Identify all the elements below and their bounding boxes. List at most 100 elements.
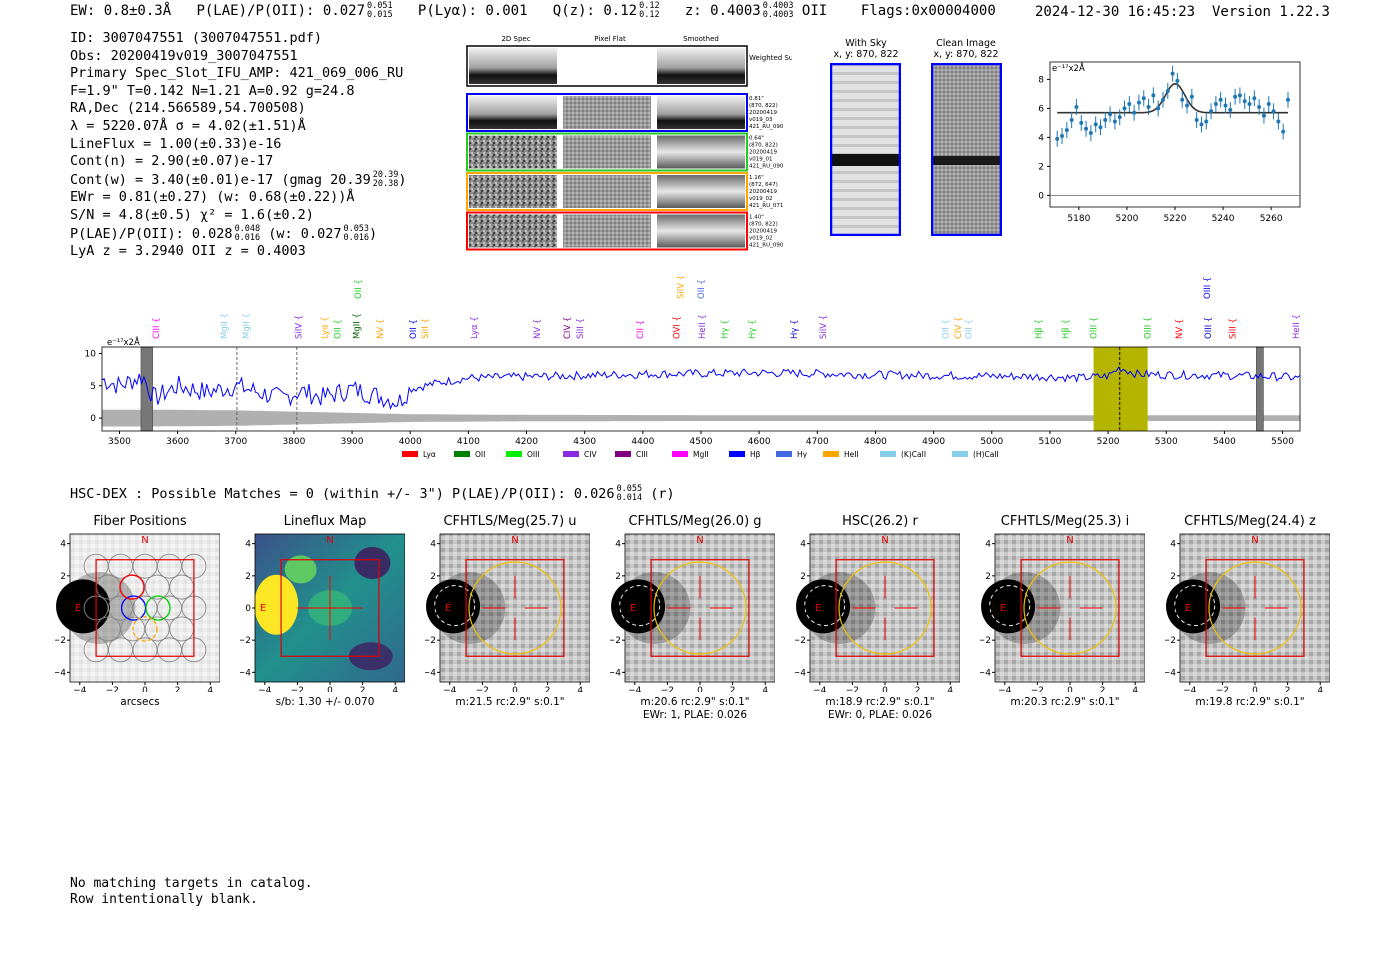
imaging-panel-img: N E −4 4 −2 2 0 0 2 −2 4 −4: [795, 533, 960, 692]
zoom-point: [1112, 119, 1117, 124]
spectrum-xtick-label: 4900: [922, 437, 945, 447]
spectrum-xtick-label: 5400: [1213, 437, 1236, 447]
cutout-right-value: 20200419: [749, 150, 777, 156]
north-label: N: [326, 535, 333, 546]
zoom-point: [1223, 103, 1228, 108]
spectrum-line-marker: OIII {: [1203, 277, 1213, 299]
hsc-summary-hi: 0.055: [616, 484, 643, 494]
cutout-right-value: (872, 647): [749, 182, 778, 188]
header-bar: EW: 0.8±0.3Å P(LAE)/P(OII): 0.027 0.051 0.…: [70, 2, 996, 20]
col-2d-spec: 2D Spec: [501, 35, 530, 43]
zoom-point: [1247, 102, 1252, 107]
spectrum-xtick-label: 5300: [1155, 437, 1178, 447]
with-sky-image: [830, 63, 901, 236]
zoom-point: [1141, 96, 1146, 101]
info-lya-z: LyA z = 3.2940 OII z = 0.4003: [70, 243, 306, 260]
north-label: N: [511, 535, 518, 546]
spectrum-xtick-label: 4800: [864, 437, 887, 447]
info-params: F=1.9" T=0.142 N=1.21 A=0.92 g=24.8: [70, 82, 355, 99]
spectrum-line-marker: CIII {: [152, 317, 162, 339]
east-label: E: [75, 603, 81, 614]
zoom-point: [1079, 120, 1084, 125]
header-plae-hi: 0.051: [367, 1, 393, 11]
imaging-panel-title: CFHTLS/Meg(25.3) i: [1000, 514, 1130, 529]
imaging-xtick-label: 2: [730, 686, 736, 692]
imaging-panel-img: N E −4 4 −2 2 0 0 2 −2 4 −4: [980, 533, 1145, 692]
spectrum-line-marker: Hβ {: [1062, 319, 1072, 339]
cutout-right-value: (870, 822): [749, 143, 778, 149]
spectrum-xtick-label: 3800: [282, 437, 305, 447]
spectrum-line-marker: SiIV {: [677, 275, 687, 299]
zoom-point: [1228, 107, 1233, 112]
zoom-point: [1127, 102, 1132, 107]
zoom-point: [1218, 97, 1223, 102]
imaging-xtick-label: 2: [360, 686, 366, 692]
imaging-xtick-label: 2: [545, 686, 551, 692]
zoom-point: [1093, 122, 1098, 127]
imaging-ytick-label: 0: [615, 604, 621, 614]
aperture-circle: [838, 561, 932, 655]
info-plae-w: (w: 0.027: [268, 225, 342, 242]
north-label: N: [141, 535, 148, 546]
spectrum-line-window: [1093, 347, 1148, 431]
clean-label: Clean Image: [936, 38, 996, 49]
imaging-ytick-label: −4: [980, 668, 991, 678]
imaging-ytick-label: 4: [615, 540, 621, 550]
imaging-xtick-label: −4: [1183, 686, 1197, 692]
zoom-point: [1285, 97, 1290, 102]
header-qz: Q(z): 0.12: [552, 3, 638, 19]
east-label: E: [1185, 603, 1191, 614]
spectrum-xtick-label: 3900: [341, 437, 364, 447]
caption-line1: m:20.6 rc:2.9" s:0.1": [640, 696, 750, 708]
spectrum-line-marker: Lyα {: [470, 316, 480, 339]
aperture-dashed-circle: [804, 585, 846, 627]
imaging-ytick-label: 0: [800, 604, 806, 614]
spectrum-xtick-label: 4100: [457, 437, 480, 447]
hsc-summary-text: HSC-DEX : Possible Matches = 0 (within +…: [70, 486, 615, 502]
clean-xy: x, y: 870, 822: [933, 49, 999, 60]
lineflux-region: [354, 546, 391, 579]
imaging-xtick-label: −4: [73, 686, 87, 692]
header-flags: Flags:0x00004000: [860, 3, 996, 19]
legend-swatch: [506, 451, 522, 457]
info-lambda: λ = 5220.07Å σ = 4.02(±1.51)Å: [70, 117, 306, 134]
info-plae-hi: 0.048: [234, 223, 261, 234]
imaging-xtick-label: 4: [577, 686, 583, 692]
imaging-panel-img: N E −4 4 −2 2 0 0 2 −2 4 −4: [1165, 533, 1330, 692]
zoom-point: [1252, 96, 1257, 101]
aperture-circle: [468, 561, 562, 655]
info-plae-lo: 0.016: [234, 232, 261, 243]
zoom-point: [1194, 118, 1199, 122]
box-3arcsec: [650, 559, 750, 657]
zoom-point: [1199, 122, 1204, 127]
legend-label: CIII: [636, 450, 648, 459]
fiber-circle: [132, 553, 158, 579]
imaging-panel-img: N E −4 4 −2 2 0 0 2 −2 4 −4: [425, 533, 590, 692]
spectrum-line-marker: SiIV {: [819, 315, 829, 339]
cutout-flat: [563, 214, 651, 248]
aperture-dashed-circle: [619, 585, 661, 627]
imaging-xtick-label: 4: [207, 686, 213, 692]
legend-swatch: [823, 451, 839, 457]
imaging-panel-fiber: N E −4 4 −2 2 0 0 2 −2 4 −4: [55, 533, 220, 692]
spectrum-line-marker: NV {: [1175, 319, 1185, 339]
imaging-ytick-label: −2: [795, 636, 806, 646]
spectrum-line-marker: OII {: [941, 319, 951, 339]
box-3arcsec: [1205, 559, 1305, 657]
imaging-xtick-label: −4: [998, 686, 1012, 692]
spectrum-xtick-label: 5100: [1038, 437, 1061, 447]
zoom-point: [1266, 102, 1271, 107]
zoom-point: [1189, 94, 1194, 99]
cutout-2d: [469, 214, 557, 248]
header-timestamp: 2024-12-30 16:45:23: [1034, 4, 1196, 20]
zoom-point: [1060, 133, 1065, 138]
caption-line1: m:21.5 rc:2.9" s:0.1": [455, 696, 565, 708]
aperture-dashed-circle: [989, 585, 1031, 627]
spectrum-line-marker: MgII {: [220, 313, 230, 339]
cutout-flat: [563, 96, 651, 129]
spectrum-line-marker: SiII {: [1229, 318, 1239, 339]
catalog-footer: No matching targets in catalog. Row inte…: [70, 876, 313, 908]
info-plae-w-lo: 0.016: [343, 232, 370, 243]
east-label: E: [630, 603, 636, 614]
spectrum-line-marker: Hγ {: [790, 319, 800, 339]
